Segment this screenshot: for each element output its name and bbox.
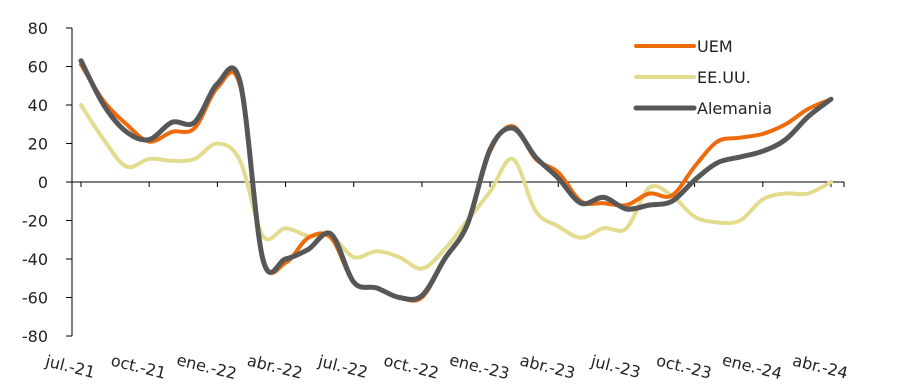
x-tick-label: ene.-23	[448, 350, 512, 383]
legend: UEM EE.UU. Alemania	[633, 37, 772, 118]
series-layer	[78, 58, 834, 303]
x-tick-label: ene.-22	[175, 350, 239, 383]
legend-label: Alemania	[697, 99, 772, 118]
y-tick-label: 60	[28, 58, 48, 77]
y-tick-label: -20	[22, 212, 48, 231]
legend-label: UEM	[697, 37, 733, 56]
series-line-eeuu	[79, 103, 833, 271]
y-tick-label: 40	[28, 96, 48, 115]
x-tick-label: jul.-21	[43, 351, 97, 382]
y-tick-label: -40	[22, 250, 48, 269]
series-line-alemania	[78, 58, 834, 302]
x-tick-label: ene.-24	[720, 350, 784, 383]
legend-label: EE.UU.	[697, 68, 751, 87]
y-tick-label: -80	[22, 327, 48, 346]
x-tick-label: jul.-22	[315, 351, 369, 382]
x-tick-label: oct.-21	[109, 351, 168, 383]
x-tick-label: jul.-23	[588, 351, 642, 382]
y-tick-label: 80	[28, 19, 48, 38]
x-tick-label: abr.-24	[791, 351, 850, 383]
y-tick-label: -60	[22, 289, 48, 308]
x-tick-label: abr.-23	[518, 351, 577, 383]
y-tick-label: 20	[28, 135, 48, 154]
x-tick-label: oct.-22	[382, 351, 441, 383]
x-tick-label: oct.-23	[654, 351, 713, 383]
x-tick-label: abr.-22	[245, 351, 304, 383]
y-tick-label: 0	[38, 173, 48, 192]
